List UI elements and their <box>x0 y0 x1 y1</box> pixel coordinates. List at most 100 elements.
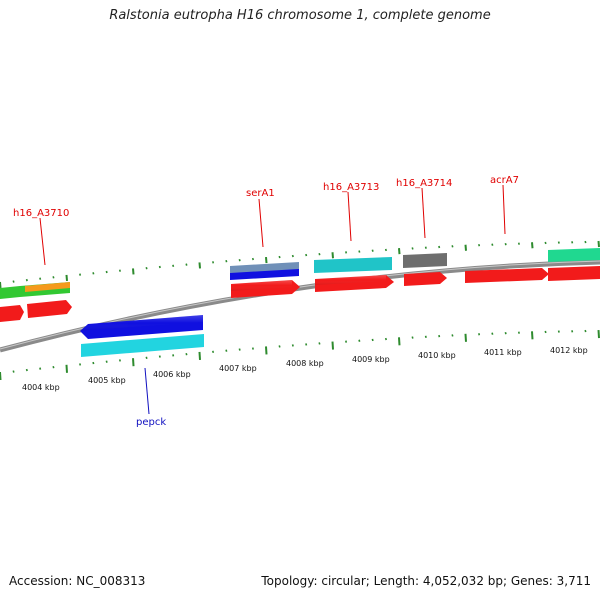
gene-feature[interactable] <box>0 286 20 299</box>
gene-feature[interactable] <box>465 268 549 283</box>
minor-tick <box>557 330 560 333</box>
gene-feature[interactable] <box>25 282 70 292</box>
accession-text: Accession: NC_008313 <box>9 574 146 588</box>
tick-label: 4005 kbp <box>88 376 126 385</box>
gene-label-acra7[interactable]: acrA7 <box>490 175 519 186</box>
minor-tick <box>478 333 481 336</box>
minor-tick <box>12 280 15 283</box>
minor-tick <box>291 254 294 258</box>
minor-tick <box>451 245 454 248</box>
minor-tick <box>39 277 42 280</box>
major-tick <box>0 371 2 381</box>
minor-tick <box>212 261 215 264</box>
minor-tick <box>424 335 427 339</box>
major-tick <box>265 346 268 355</box>
minor-tick <box>411 247 414 250</box>
minor-tick <box>438 245 441 249</box>
minor-tick <box>79 273 82 276</box>
minor-tick <box>424 246 427 249</box>
major-tick <box>198 351 201 361</box>
minor-tick <box>172 354 175 357</box>
minor-tick <box>557 241 560 244</box>
label-leaders <box>39 184 506 266</box>
minor-tick <box>358 250 361 253</box>
gene-label-h16-a3714[interactable]: h16_A3714 <box>396 178 452 189</box>
minor-tick <box>478 243 481 247</box>
minor-tick <box>238 258 241 262</box>
minor-tick <box>25 278 28 282</box>
minor-tick <box>544 330 547 334</box>
minor-tick <box>438 334 441 338</box>
minor-tick <box>172 264 175 267</box>
map-title: Ralstonia eutropha H16 chromosome 1, com… <box>109 8 491 23</box>
minor-tick <box>278 345 281 348</box>
gene-label-pepck[interactable]: pepck <box>136 417 166 428</box>
gene-feature[interactable] <box>548 248 600 262</box>
lower-tick-ring <box>0 329 600 381</box>
minor-tick <box>517 242 520 245</box>
minor-tick <box>451 334 454 337</box>
minor-tick <box>238 348 241 351</box>
minor-tick <box>52 366 55 369</box>
gene-label-group: h16_A3710 serA1 h16_A3713 h16_A3714 acrA… <box>13 175 519 428</box>
minor-tick <box>105 270 108 274</box>
minor-tick <box>571 241 574 244</box>
minor-tick <box>185 352 188 356</box>
major-tick <box>398 337 401 346</box>
gene-label-sera1[interactable]: serA1 <box>246 188 275 199</box>
minor-tick <box>318 342 321 345</box>
major-tick <box>132 358 135 367</box>
gene-feature[interactable] <box>403 253 447 268</box>
major-tick <box>597 329 600 339</box>
minor-tick <box>92 272 95 275</box>
major-tick <box>65 274 68 282</box>
major-tick <box>132 268 135 275</box>
gene-feature[interactable] <box>81 334 204 357</box>
minor-tick <box>52 276 55 279</box>
minor-tick <box>291 344 294 347</box>
gene-feature[interactable] <box>0 305 24 322</box>
minor-tick <box>158 355 161 358</box>
tick-label: 4004 kbp <box>22 383 60 392</box>
genome-summary-text: Topology: circular; Length: 4,052,032 bp… <box>261 574 591 588</box>
major-tick <box>531 331 534 340</box>
minor-tick <box>345 340 348 343</box>
minor-tick <box>39 367 42 370</box>
major-tick <box>464 244 467 251</box>
minor-tick <box>371 249 374 252</box>
tick-label: 4012 kbp <box>550 346 588 355</box>
minor-tick <box>504 242 507 246</box>
tick-label: 4010 kbp <box>418 351 456 360</box>
tick-label: 4009 kbp <box>352 355 390 364</box>
minor-tick <box>491 332 494 335</box>
minor-tick <box>251 347 254 350</box>
minor-tick <box>92 361 95 365</box>
tick-label: 4006 kbp <box>153 370 191 379</box>
gene-feature[interactable] <box>404 272 447 286</box>
gene-feature[interactable] <box>548 266 600 281</box>
minor-tick <box>584 240 587 244</box>
major-tick <box>331 341 334 350</box>
minor-tick <box>118 359 121 362</box>
minor-tick <box>584 329 587 333</box>
minor-tick <box>491 243 494 246</box>
major-tick <box>331 252 334 259</box>
minor-tick <box>411 336 414 339</box>
pepck-leader <box>144 367 150 415</box>
minor-tick <box>118 269 121 272</box>
gene-feature[interactable] <box>314 257 392 273</box>
minor-tick <box>185 263 188 266</box>
minor-tick <box>145 356 148 360</box>
minor-tick <box>12 370 15 373</box>
minor-tick <box>212 350 215 354</box>
major-tick <box>265 256 268 264</box>
minor-tick <box>305 343 308 346</box>
gene-feature[interactable] <box>230 269 299 280</box>
gene-label-h16-a3713[interactable]: h16_A3713 <box>323 182 379 193</box>
minor-tick <box>358 339 361 342</box>
minor-tick <box>504 331 507 335</box>
gene-feature[interactable] <box>27 300 72 318</box>
gene-label-h16-a3710[interactable]: h16_A3710 <box>13 208 69 219</box>
minor-tick <box>105 360 108 363</box>
